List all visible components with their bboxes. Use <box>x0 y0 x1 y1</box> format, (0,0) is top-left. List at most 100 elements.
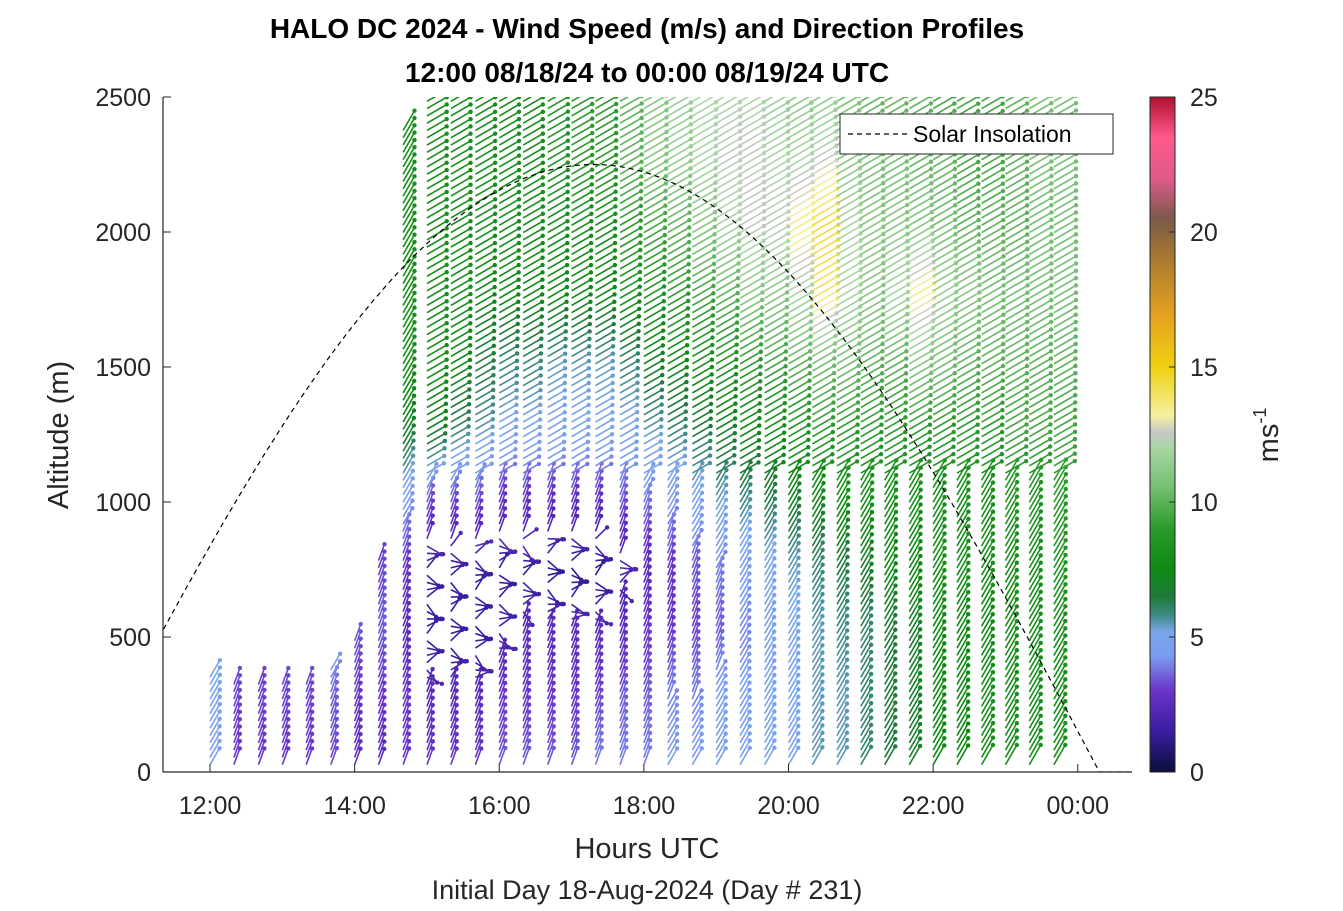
wind-vector <box>402 461 416 481</box>
wind-vector <box>522 387 543 401</box>
wind-vector <box>498 160 522 175</box>
wind-vector <box>402 225 417 248</box>
wind-vector <box>474 314 497 329</box>
wind-vector <box>450 505 459 525</box>
wind-vector <box>450 461 463 481</box>
legend: Solar Insolation <box>839 113 1114 155</box>
wind-vector <box>402 415 417 438</box>
wind-vector <box>450 581 463 597</box>
wind-vector <box>522 666 532 685</box>
colorbar-tick-label: 5 <box>1190 624 1204 652</box>
wind-vector <box>498 97 509 103</box>
wind-vector <box>450 146 473 161</box>
wind-vector <box>450 498 459 518</box>
wind-vector <box>377 563 387 583</box>
wind-vector <box>402 181 417 204</box>
wind-vector <box>498 745 508 765</box>
wind-vector <box>426 131 449 146</box>
wind-vector <box>450 446 470 460</box>
wind-vector <box>498 454 518 467</box>
wind-vector <box>402 290 417 314</box>
wind-vector <box>474 688 484 707</box>
wind-vector <box>402 276 417 299</box>
wind-vector <box>474 596 491 609</box>
wind-vector <box>257 687 267 707</box>
wind-vector <box>426 160 449 175</box>
wind-vector <box>450 688 459 707</box>
wind-vector <box>426 211 449 226</box>
wind-vector <box>426 146 449 161</box>
wind-vector <box>233 687 243 707</box>
wind-vector <box>474 240 498 256</box>
wind-vector <box>305 709 315 729</box>
wind-vector <box>281 695 291 714</box>
wind-vector <box>353 629 363 649</box>
wind-vector <box>209 731 222 751</box>
wind-vector <box>522 402 543 416</box>
wind-vector <box>450 530 463 547</box>
wind-vector <box>522 506 532 525</box>
wind-vector <box>498 633 511 650</box>
wind-vector <box>377 643 387 663</box>
wind-vector <box>450 211 473 226</box>
wind-vector <box>474 717 484 736</box>
wind-vector <box>522 218 546 234</box>
wind-vector <box>330 694 340 714</box>
wind-vector <box>474 226 498 241</box>
wind-vector <box>426 401 449 416</box>
wind-vector <box>281 716 291 736</box>
wind-vector <box>498 358 520 372</box>
wind-vector <box>450 717 459 736</box>
wind-vector <box>522 211 546 226</box>
wind-vector <box>498 695 508 714</box>
wind-vector <box>450 167 473 183</box>
wind-vector <box>233 746 242 765</box>
wind-vector <box>450 321 473 336</box>
wind-vector <box>522 702 532 722</box>
wind-vector <box>522 687 532 707</box>
wind-vector <box>498 574 515 586</box>
wind-vector <box>474 138 498 154</box>
wind-vector <box>402 556 412 576</box>
wind-vector <box>498 226 522 241</box>
wind-vector <box>426 688 435 707</box>
wind-vector <box>474 255 498 270</box>
wind-vector <box>498 197 522 212</box>
wind-vector <box>402 438 416 459</box>
wind-vector <box>305 687 315 707</box>
wind-vector <box>522 483 532 503</box>
wind-vector <box>450 131 473 146</box>
wind-vector <box>474 197 498 212</box>
y-tick-label: 1500 <box>95 354 151 382</box>
wind-vector <box>402 468 416 489</box>
wind-vector <box>426 746 436 765</box>
wind-vector <box>498 402 519 416</box>
wind-vector <box>522 365 544 380</box>
wind-vector <box>426 640 442 653</box>
x-tick-label: 16:00 <box>468 792 531 820</box>
wind-vector <box>257 746 267 765</box>
wind-vector <box>402 298 417 321</box>
wind-vector <box>450 284 473 299</box>
wind-vector <box>498 476 508 496</box>
wind-vector <box>402 519 412 539</box>
wind-vector <box>522 637 532 656</box>
wind-vector <box>498 233 522 248</box>
wind-vector <box>377 578 387 598</box>
wind-vector <box>474 365 496 380</box>
wind-vector <box>498 395 519 409</box>
wind-vector <box>305 695 315 714</box>
wind-vector <box>402 578 412 598</box>
colorbar: 0 5 10 15 20 25 ms-1 <box>1149 84 1285 787</box>
wind-vector <box>522 277 545 292</box>
wind-vector <box>330 716 340 736</box>
wind-vector <box>522 608 531 627</box>
wind-vector <box>498 498 508 518</box>
wind-vector <box>450 647 464 663</box>
wind-vector <box>377 636 387 656</box>
wind-vector <box>498 314 521 329</box>
wind-vector <box>498 240 522 256</box>
wind-vector <box>450 97 460 103</box>
wind-vector <box>474 306 497 321</box>
